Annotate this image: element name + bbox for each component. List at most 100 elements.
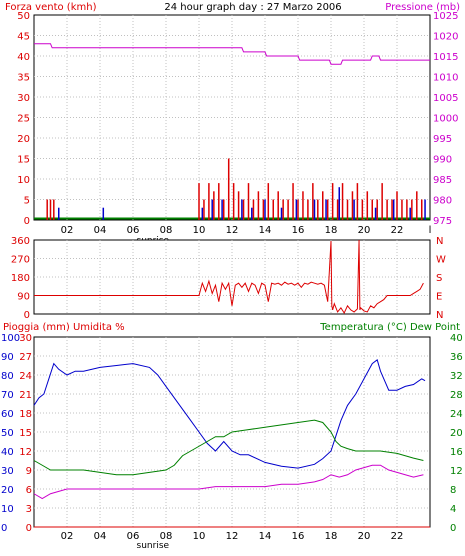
- temperature-tick-label: 12: [450, 466, 463, 477]
- temp-dew-axis-label: Temperatura (°C) Dew Point: [319, 322, 460, 333]
- rain-tick-label: 15: [19, 428, 32, 439]
- rain-tick-label: 3: [26, 504, 32, 515]
- humidity-tick-label: 30: [1, 466, 14, 477]
- pressure-tick-label: 975: [433, 216, 452, 227]
- humidity-tick-label: 40: [1, 447, 14, 458]
- rain-tick-label: 30: [19, 333, 32, 344]
- temperature-tick-label: 32: [450, 371, 463, 382]
- pressure-tick-label: 985: [433, 175, 452, 186]
- rain-tick-label: 18: [19, 409, 32, 420]
- compass-tick-label: E: [436, 292, 442, 303]
- pressure-tick-label: 990: [433, 155, 452, 166]
- temperature-tick-label: 28: [450, 390, 463, 401]
- pressure-tick-label: 1015: [433, 52, 458, 63]
- temperature-line: [33, 419, 424, 476]
- humidity-tick-label: 50: [1, 428, 14, 439]
- rain-humidity-axis-label: Pioggia (mm) Umidita %: [3, 322, 125, 333]
- humidity-tick-label: 20: [1, 485, 14, 496]
- temperature-tick-label: 8: [450, 485, 456, 496]
- temperature-tick-label: 36: [450, 352, 463, 363]
- time-tick-label: 14: [259, 225, 272, 236]
- compass-tick-label: N: [436, 310, 443, 321]
- time-tick-label: 02: [61, 531, 74, 542]
- compass-tick-label: S: [436, 273, 442, 284]
- pressure-tick-label: 995: [433, 134, 452, 145]
- temperature-tick-label: 4: [450, 504, 456, 515]
- wind-tick-label: 0: [24, 216, 30, 227]
- wind-tick-label: 30: [17, 93, 30, 104]
- chart-title: 24 hour graph day : 27 Marzo 2006: [164, 2, 341, 13]
- pressure-tick-label: 1025: [433, 11, 458, 22]
- pressure-tick-label: 1005: [433, 93, 458, 104]
- rain-tick-label: 21: [19, 390, 32, 401]
- humidity-tick-label: 60: [1, 409, 14, 420]
- pressure-tick-label: 1020: [433, 32, 458, 43]
- compass-tick-label: W: [436, 255, 446, 266]
- temperature-tick-label: 24: [450, 409, 463, 420]
- pressure-axis-label: Pressione (mb): [385, 2, 460, 13]
- humidity-tick-label: 100: [1, 333, 20, 344]
- wind-tick-label: 15: [17, 155, 30, 166]
- time-tick-label: 04: [94, 225, 107, 236]
- temperature-tick-label: 40: [450, 333, 463, 344]
- time-tick-label: 04: [94, 531, 107, 542]
- wind-tick-label: 10: [17, 175, 30, 186]
- pressure-tick-label: 1000: [433, 114, 458, 125]
- time-tick-label: 10: [193, 225, 206, 236]
- humidity-tick-label: 70: [1, 390, 14, 401]
- wind-tick-label: 5: [24, 196, 30, 207]
- time-tick-label: 12: [226, 225, 239, 236]
- direction-tick-label: 180: [11, 273, 30, 284]
- rain-tick-label: 6: [26, 485, 32, 496]
- temperature-tick-label: 20: [450, 428, 463, 439]
- time-tick-label: 02: [61, 225, 74, 236]
- rain-tick-label: 24: [19, 371, 32, 382]
- time-tick-label: 22: [391, 225, 404, 236]
- wind-tick-label: 25: [17, 114, 30, 125]
- temperature-tick-label: 16: [450, 447, 463, 458]
- time-tick-label: 10: [193, 531, 206, 542]
- temperature-tick-label: 0: [450, 523, 456, 534]
- wind-tick-label: 20: [17, 134, 30, 145]
- wind-axis-label: Forza vento (kmh): [5, 2, 97, 13]
- humidity-tick-label: 0: [1, 523, 7, 534]
- time-tick-label: 20: [358, 531, 371, 542]
- wind-tick-label: 45: [17, 32, 30, 43]
- time-tick-label: 06: [127, 225, 140, 236]
- pressure-tick-label: 1010: [433, 73, 458, 84]
- time-tick-label: 16: [292, 225, 305, 236]
- direction-tick-label: 0: [24, 310, 30, 321]
- time-tick-label: 22: [391, 531, 404, 542]
- direction-tick-label: 90: [17, 292, 30, 303]
- time-tick-label: 06: [127, 531, 140, 542]
- wind-direction-line: [34, 239, 424, 315]
- wind-tick-label: 50: [17, 11, 30, 22]
- time-tick-label: 16: [292, 531, 305, 542]
- dew-point-line: [33, 464, 424, 500]
- sunrise-label: sunrise: [137, 541, 170, 551]
- pressure-line: [34, 43, 430, 65]
- rain-tick-label: 9: [26, 466, 32, 477]
- rain-tick-label: 0: [26, 523, 32, 534]
- time-tick-label: 08: [160, 225, 173, 236]
- humidity-line: [33, 358, 426, 469]
- rain-tick-label: 12: [19, 447, 32, 458]
- time-tick-label: 18: [325, 531, 338, 542]
- time-tick-label: 14: [259, 531, 272, 542]
- wind-tick-label: 35: [17, 73, 30, 84]
- time-tick-label: l: [429, 225, 432, 236]
- time-tick-label: 20: [358, 225, 371, 236]
- time-tick-label: 08: [160, 531, 173, 542]
- direction-tick-label: 360: [11, 236, 30, 247]
- humidity-tick-label: 90: [1, 352, 14, 363]
- wind-tick-label: 40: [17, 52, 30, 63]
- time-tick-label: 18: [325, 225, 338, 236]
- time-tick-label: 12: [226, 531, 239, 542]
- humidity-tick-label: 80: [1, 371, 14, 382]
- direction-tick-label: 270: [11, 255, 30, 266]
- compass-tick-label: N: [436, 236, 443, 247]
- humidity-tick-label: 10: [1, 504, 14, 515]
- rain-tick-label: 27: [19, 352, 32, 363]
- pressure-tick-label: 980: [433, 196, 452, 207]
